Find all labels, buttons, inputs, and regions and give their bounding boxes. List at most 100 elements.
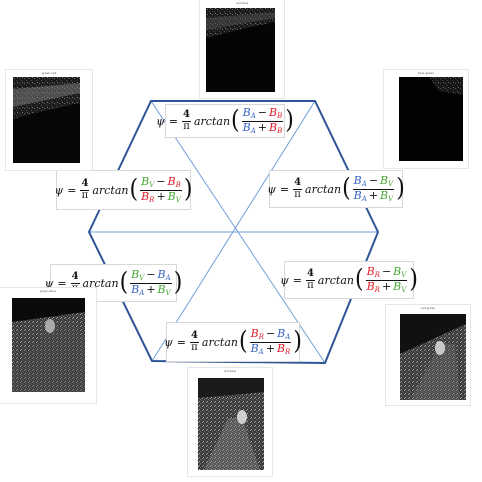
formula-bottom: ψ = 4 π arctan(BR − BA BA + BR) <box>164 322 302 362</box>
psi-symbol: ψ <box>156 114 165 128</box>
formula-left-upper: ψ = 4 π arctan(BV − BB BR + BV) <box>54 170 193 210</box>
band-term: BA <box>277 327 291 342</box>
band-term: BR <box>141 189 155 204</box>
coefficient-denominator: π <box>307 279 314 291</box>
fraction-denominator: BR + BV <box>366 279 408 294</box>
formula-top: ψ = 4 π arctan(BA − BB BA + BB) <box>156 104 294 138</box>
band-subscript: R <box>374 271 380 280</box>
band-term: BV <box>380 188 394 203</box>
minus-sign: − <box>146 268 156 282</box>
band-subscript: A <box>165 274 171 283</box>
band-term: BV <box>157 282 171 297</box>
band-subscript: V <box>139 274 145 283</box>
psi-symbol: ψ <box>267 182 276 196</box>
photo-caption: green-blue <box>39 289 57 293</box>
band-subscript: B <box>277 126 283 135</box>
minus-sign: − <box>381 265 392 279</box>
band-subscript: B <box>277 112 283 121</box>
photo-thumbnail-left-upper: green-red <box>6 70 92 170</box>
psi-symbol: ψ <box>164 335 173 349</box>
coefficient-denominator: π <box>183 120 190 132</box>
coefficient-numerator: 4 <box>305 268 315 281</box>
band-term: BV <box>131 268 145 283</box>
left-paren: ( <box>354 265 364 294</box>
band-subscript: A <box>250 126 256 135</box>
photo-caption: red-green <box>420 306 436 310</box>
psi-symbol: ψ <box>54 183 64 197</box>
plus-sign: + <box>381 279 392 293</box>
band-subscript: A <box>250 112 256 121</box>
right-paren: ) <box>396 174 405 203</box>
plus-sign: + <box>265 341 275 355</box>
coefficient-numerator: 4 <box>293 177 303 190</box>
fraction-denominator: BA + BB <box>242 120 284 135</box>
photo-caption: green-red <box>41 71 57 75</box>
band-subscript: A <box>361 180 367 189</box>
photo-caption: red-blue <box>223 369 237 373</box>
right-paren: ) <box>183 175 193 204</box>
band-term: BA <box>250 341 264 356</box>
band-subscript: A <box>285 333 291 342</box>
band-term: BB <box>269 120 283 135</box>
band-term: BA <box>353 188 367 203</box>
band-fraction: BR − BA BA + BR <box>249 327 292 356</box>
band-term: BR <box>276 341 291 356</box>
function-name: arctan <box>305 182 342 196</box>
psi-symbol: ψ <box>280 273 289 287</box>
left-paren: ( <box>238 327 248 356</box>
band-subscript: A <box>139 288 145 297</box>
band-term: BR <box>366 265 380 280</box>
psi-symbol: ψ <box>44 276 54 290</box>
plus-sign: + <box>146 282 156 296</box>
band-subscript: V <box>165 288 171 297</box>
right-paren: ) <box>293 327 302 356</box>
fraction-numerator: BR − BA <box>249 327 292 343</box>
dark-road-image <box>399 77 463 161</box>
minus-sign: − <box>368 174 379 188</box>
band-term: BA <box>353 174 367 189</box>
band-term: BR <box>250 327 264 342</box>
band-subscript: R <box>149 195 155 204</box>
band-term: BB <box>269 106 283 121</box>
band-subscript: B <box>175 181 181 190</box>
band-subscript: V <box>401 271 407 280</box>
band-subscript: R <box>374 285 380 294</box>
band-subscript: V <box>388 194 394 203</box>
band-subscript: V <box>175 195 181 204</box>
equals-sign: = <box>279 182 290 196</box>
function-name: arctan <box>82 276 119 290</box>
right-paren: ) <box>173 268 183 297</box>
fraction-denominator: BR + BV <box>140 189 182 204</box>
diagonal-line <box>151 100 316 362</box>
coefficient-numerator: 4 <box>182 109 191 122</box>
hexagon-outline <box>87 100 380 365</box>
formula-right-lower: ψ = 4 π arctan(BR − BV BR + BV) <box>280 261 418 299</box>
function-name: arctan <box>193 114 231 128</box>
band-term: BV <box>393 279 407 294</box>
coefficient-denominator: π <box>81 189 89 201</box>
minus-sign: − <box>257 106 267 120</box>
function-name: arctan <box>317 273 354 287</box>
photo-caption: red-blue <box>235 1 249 5</box>
band-term: BV <box>393 265 407 280</box>
band-term: BV <box>167 189 181 204</box>
road-scene-image <box>12 298 85 392</box>
equals-sign: = <box>57 276 67 290</box>
left-paren: ( <box>129 175 139 204</box>
fraction-denominator: BA + BV <box>130 282 172 297</box>
band-term: BA <box>157 268 171 283</box>
fraction-numerator: B A − BB <box>241 106 284 122</box>
band-term: BR <box>366 279 380 294</box>
plus-sign: + <box>156 189 166 203</box>
band-subscript: V <box>388 180 394 189</box>
band-fraction: BR − BV BR + BV <box>365 265 408 294</box>
formula-right-upper: ψ = 4 π arctan(BA − BV BA + BV) <box>267 170 405 208</box>
band-term: BV <box>380 174 394 189</box>
equals-sign: = <box>176 335 186 349</box>
